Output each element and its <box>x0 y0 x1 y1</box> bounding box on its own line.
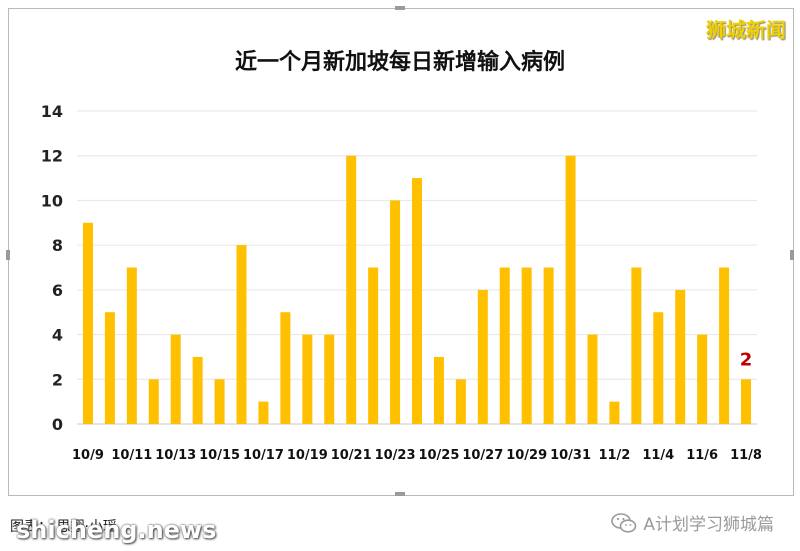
bar-10/12 <box>148 379 159 424</box>
wechat-account[interactable]: A计划学习狮城篇 <box>611 510 774 535</box>
y-tick-label: 14 <box>41 102 63 121</box>
bar-10/16 <box>236 245 247 424</box>
bar-11/3 <box>631 267 642 424</box>
resize-handle-top[interactable] <box>395 6 405 10</box>
x-tick-label: 11/2 <box>598 448 630 463</box>
bar-11/4 <box>653 312 664 424</box>
wechat-icon <box>611 512 637 533</box>
bars <box>82 155 752 424</box>
bar-10/14 <box>192 356 203 424</box>
bar-10/17 <box>258 401 269 424</box>
x-tick-label: 10/9 <box>72 448 104 463</box>
bar-10/29 <box>521 267 532 424</box>
x-tick-label: 10/11 <box>111 448 152 463</box>
y-tick-label: 12 <box>41 147 63 166</box>
annotations: 2 <box>740 349 753 370</box>
x-tick-label: 11/6 <box>686 448 718 463</box>
bar-11/8 <box>741 379 752 424</box>
x-tick-label: 11/8 <box>730 448 762 463</box>
x-tick-label: 10/25 <box>418 448 459 463</box>
bar-chart: 0 2 4 6 8 10 12 14 10/9 10/11 10/13 10/15 10/17 10/1… <box>41 102 762 463</box>
x-tick-label: 10/17 <box>243 448 284 463</box>
bar-11/1 <box>587 334 598 424</box>
x-tick-label: 10/23 <box>375 448 416 463</box>
bar-10/21 <box>346 155 357 424</box>
x-tick-label: 10/31 <box>550 448 591 463</box>
bar-10/19 <box>302 334 313 424</box>
bar-10/9 <box>82 222 93 424</box>
bar-10/26 <box>455 379 466 424</box>
bar-10/13 <box>170 334 181 424</box>
y-tick-label: 2 <box>52 370 63 389</box>
x-tick-label: 11/4 <box>642 448 674 463</box>
bar-10/20 <box>324 334 335 424</box>
x-tick-label: 10/19 <box>287 448 328 463</box>
bar-10/23 <box>390 200 401 424</box>
bar-10/11 <box>126 267 137 424</box>
brand-logo: 狮城新闻 <box>706 18 786 42</box>
x-tick-label: 10/29 <box>506 448 547 463</box>
bar-10/25 <box>433 356 444 424</box>
bar-10/31 <box>565 155 576 424</box>
chart-credit: 图表： 思翔·小瑶 <box>10 519 117 535</box>
y-tick-label: 0 <box>52 415 63 434</box>
x-axis-ticks: 10/9 10/11 10/13 10/15 10/17 10/19 10/21 10/23 1… <box>72 448 762 463</box>
y-axis-ticks: 0 2 4 6 8 10 12 14 <box>41 102 63 434</box>
y-tick-label: 10 <box>41 191 63 210</box>
resize-handle-left[interactable] <box>6 250 10 260</box>
bar-10/10 <box>104 312 115 424</box>
wechat-account-name: A计划学习狮城篇 <box>643 515 774 535</box>
y-tick-label: 8 <box>52 236 63 255</box>
bar-11/5 <box>675 289 686 424</box>
bar-10/28 <box>499 267 510 424</box>
bar-11/2 <box>609 401 620 424</box>
resize-handle-right[interactable] <box>790 250 794 260</box>
data-label-highlight: 2 <box>740 349 753 370</box>
chart-title: 近一个月新加坡每日新增输入病例 <box>234 50 565 75</box>
x-tick-label: 10/21 <box>331 448 372 463</box>
resize-handle-bottom[interactable] <box>395 492 405 496</box>
y-tick-label: 4 <box>52 326 63 345</box>
x-tick-label: 10/13 <box>155 448 196 463</box>
bar-11/7 <box>719 267 730 424</box>
x-tick-label: 10/15 <box>199 448 240 463</box>
bar-10/18 <box>280 312 291 424</box>
bar-10/22 <box>368 267 379 424</box>
bar-10/15 <box>214 379 225 424</box>
x-tick-label: 10/27 <box>462 448 503 463</box>
site-watermark: shicheng.news <box>16 516 217 544</box>
y-tick-label: 6 <box>52 281 63 300</box>
bar-10/27 <box>477 289 488 424</box>
bar-10/30 <box>543 267 554 424</box>
bar-11/6 <box>697 334 708 424</box>
bar-10/24 <box>412 178 422 424</box>
